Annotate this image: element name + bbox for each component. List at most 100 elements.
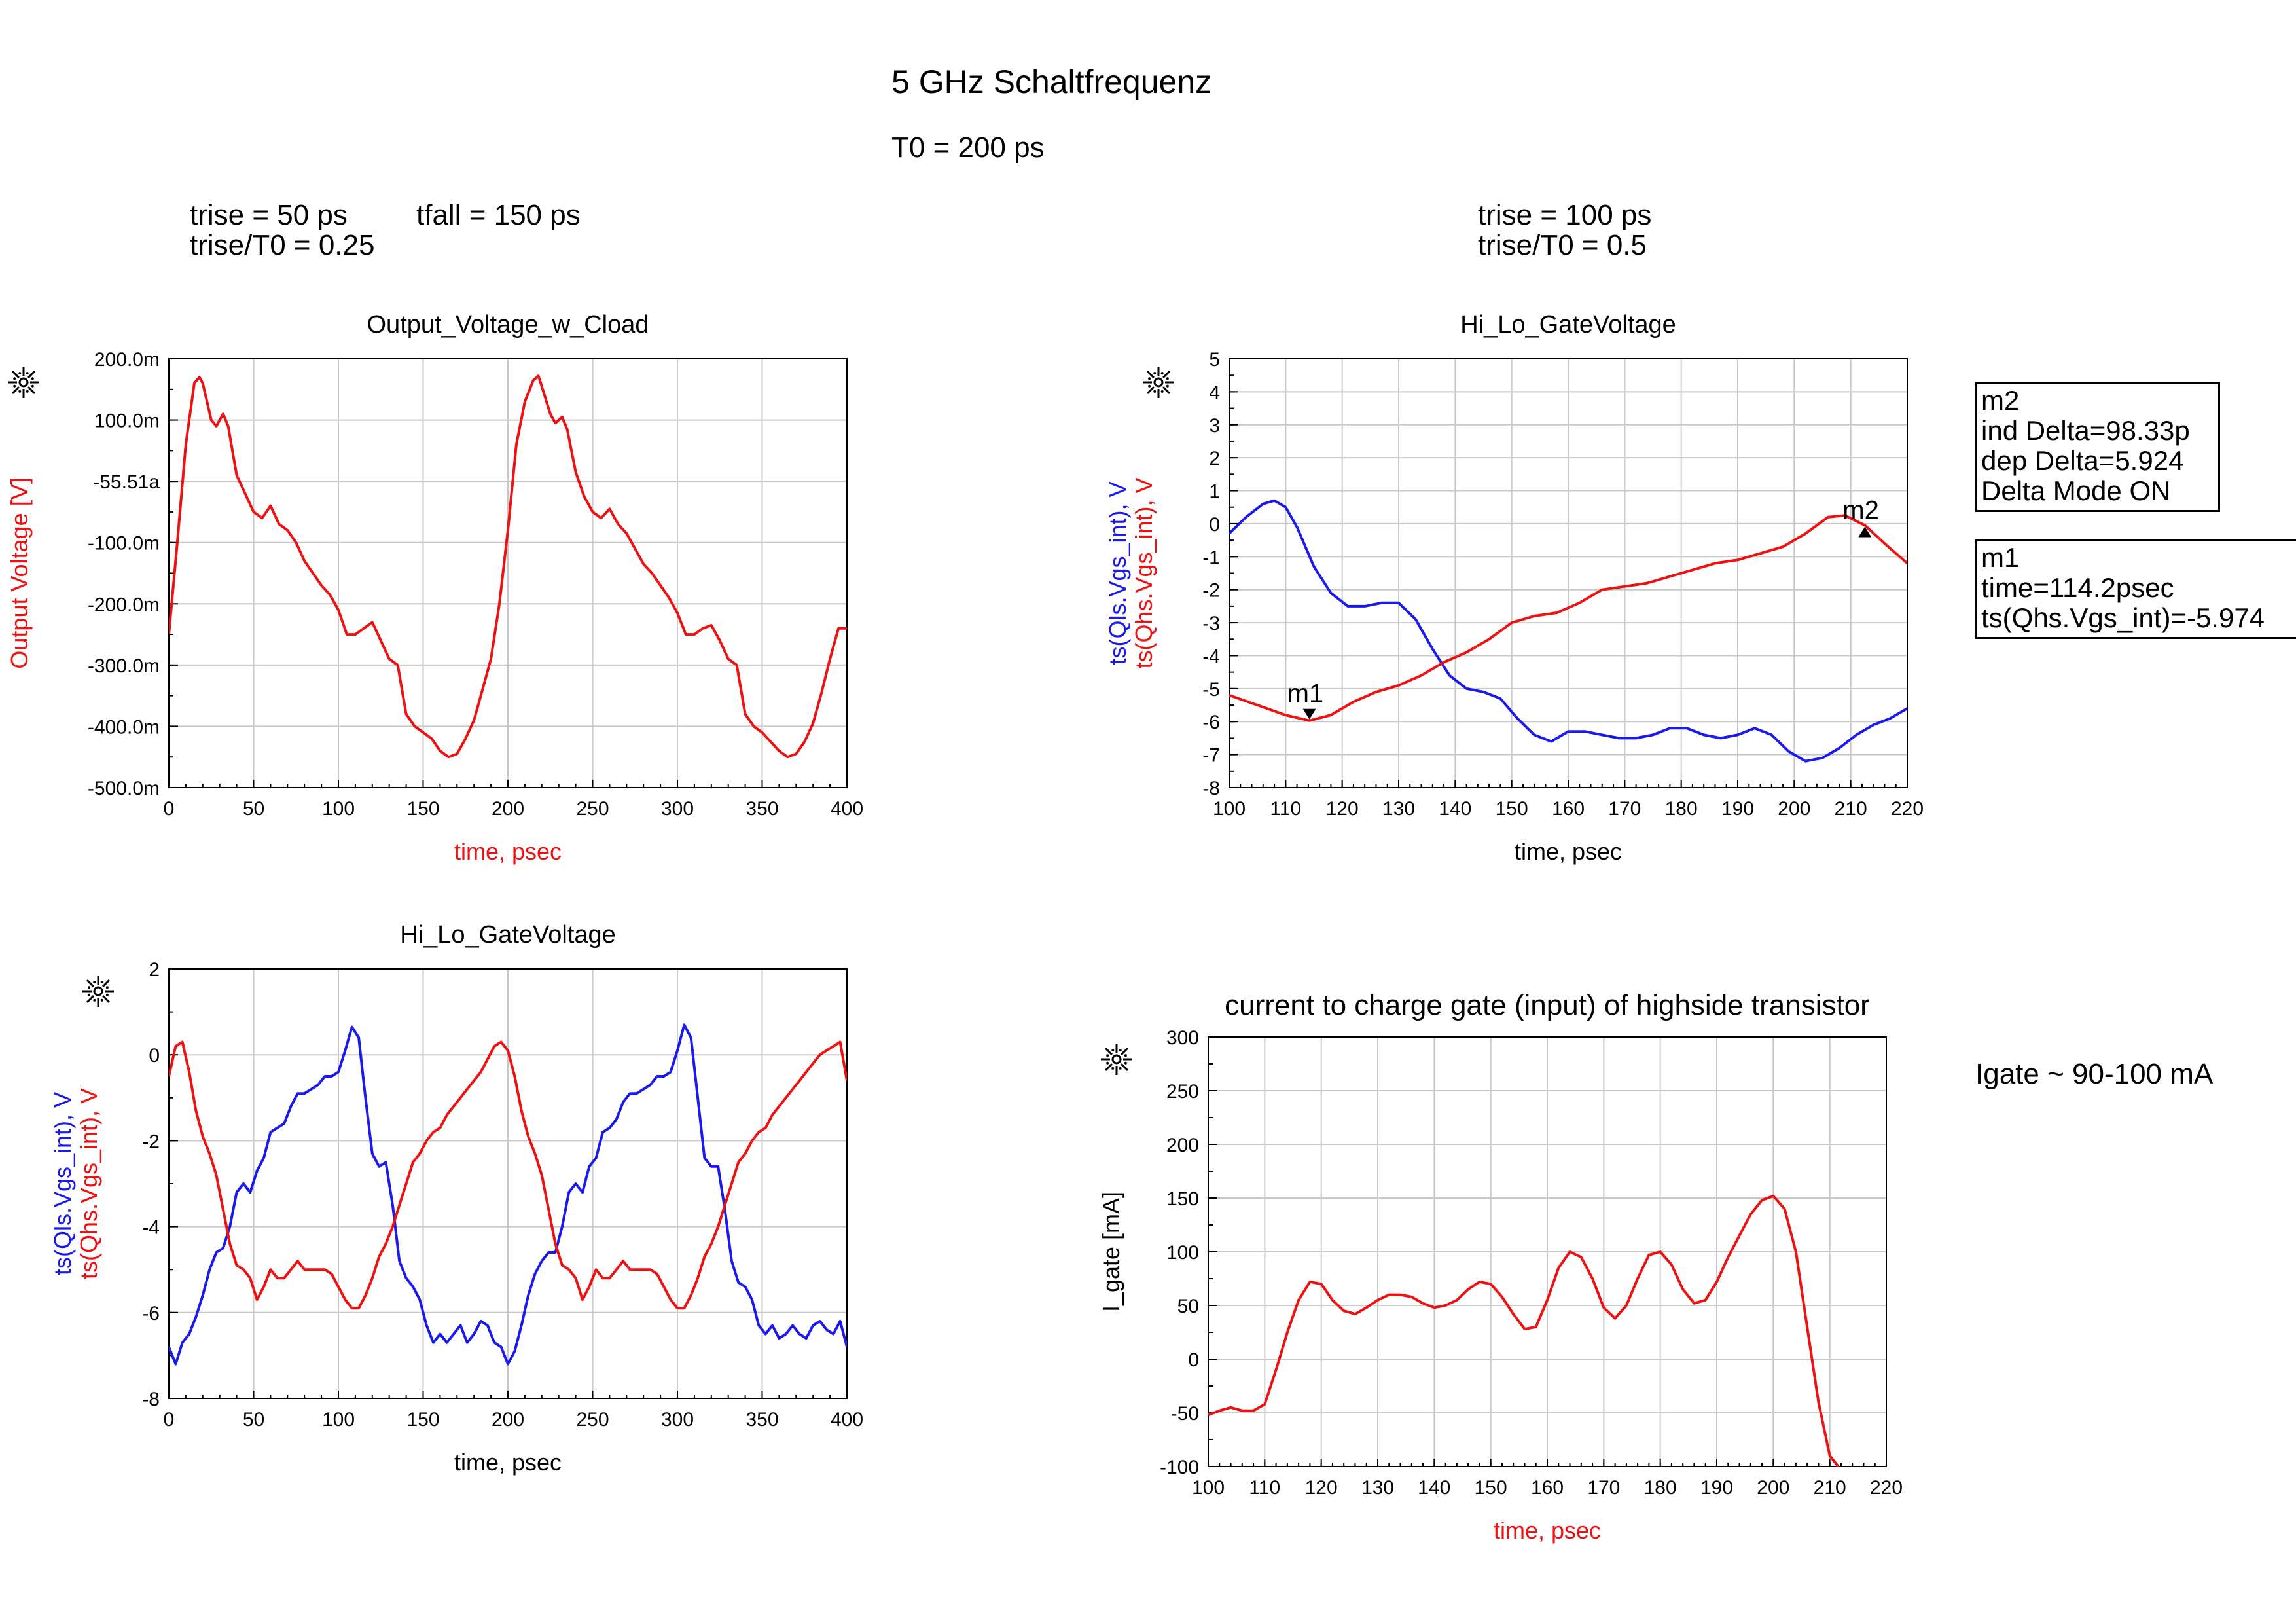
y-tick-label: 5 <box>1209 349 1220 371</box>
y-tick-label: 100.0m <box>94 410 160 432</box>
marker-m2-line: Delta Mode ON <box>1981 475 2171 506</box>
x-tick-label: 220 <box>1891 798 1924 820</box>
x-tick-label: 180 <box>1644 1477 1677 1499</box>
y-tick-label: -2 <box>142 1131 160 1152</box>
x-tick-label: 400 <box>831 1409 863 1431</box>
y-tick-label: -4 <box>142 1217 160 1239</box>
x-tick-label: 190 <box>1721 798 1754 820</box>
x-tick-label: 120 <box>1305 1477 1338 1499</box>
period-label: T0 = 200 ps <box>891 132 1045 164</box>
x-tick-label: 140 <box>1439 798 1471 820</box>
x-tick-label: 200 <box>1778 798 1810 820</box>
x-tick-label: 0 <box>164 798 175 820</box>
marker-m2-line: dep Delta=5.924 <box>1981 445 2184 476</box>
x-tick-label: 110 <box>1249 1477 1280 1499</box>
y-tick-label: -6 <box>142 1303 160 1324</box>
marker-m1-line: time=114.2psec <box>1981 572 2174 603</box>
y-tick-label: 4 <box>1209 382 1220 403</box>
x-tick-label: 140 <box>1418 1477 1450 1499</box>
x-tick-label: 160 <box>1552 798 1585 820</box>
y-axis-label-red: ts(Qhs.Vgs_int), V <box>75 1088 102 1279</box>
y-tick-label: 100 <box>1166 1242 1199 1264</box>
x-tick-label: 400 <box>831 798 863 820</box>
x-tick-label: 200 <box>492 1409 524 1431</box>
y-tick-label: -6 <box>1202 712 1220 733</box>
marker-m2-triangle <box>1858 526 1872 538</box>
y-axis-label-blue: ts(Qls.Vgs_int), V <box>1104 481 1131 665</box>
y-tick-label: -100.0m <box>88 533 160 555</box>
y-tick-label: -7 <box>1202 745 1220 767</box>
y-axis-label: ts(Qls.Vgs_int), Vts(Qhs.Vgs_int), V <box>49 1088 102 1279</box>
chart-4: current to charge gate (input) of highsi… <box>1098 989 1903 1544</box>
marker-m1-line: m1 <box>1981 542 2020 573</box>
y-tick-label: -300.0m <box>88 655 160 677</box>
y-axis-label-blue: ts(Qls.Vgs_int), V <box>49 1092 76 1275</box>
x-tick-label: 120 <box>1326 798 1359 820</box>
x-tick-label: 180 <box>1665 798 1698 820</box>
x-tick-label: 300 <box>661 1409 694 1431</box>
y-tick-label: 1 <box>1209 481 1220 503</box>
marker-m2-box: m2 ind Delta=98.33p dep Delta=5.924 Delt… <box>1975 382 2220 512</box>
x-tick-label: 250 <box>576 798 609 820</box>
y-tick-label: -200.0m <box>88 594 160 615</box>
series-line-blue <box>1229 499 1907 763</box>
y-tick-label: 0 <box>149 1045 160 1067</box>
x-axis-label: time, psec <box>1494 1517 1601 1544</box>
y-tick-label: -5 <box>1202 679 1220 701</box>
y-tick-label: -400.0m <box>88 716 160 738</box>
y-axis-label: ts(Qls.Vgs_int), Vts(Qhs.Vgs_int), V <box>1104 477 1157 668</box>
marker-icon <box>82 976 114 1007</box>
y-tick-label: -8 <box>1202 778 1220 799</box>
plot-frame <box>168 358 848 788</box>
x-tick-label: 250 <box>576 1409 609 1431</box>
y-tick-label: -1 <box>1202 547 1220 568</box>
x-tick-label: 150 <box>1475 1477 1507 1499</box>
series-line-blue <box>169 1023 847 1366</box>
x-tick-label: 0 <box>164 1409 175 1431</box>
x-tick-label: 200 <box>492 798 524 820</box>
marker-icon <box>1101 1044 1132 1075</box>
x-axis-label: time, psec <box>454 1449 562 1476</box>
x-tick-label: 100 <box>322 1409 355 1431</box>
x-tick-label: 190 <box>1700 1477 1733 1499</box>
x-tick-label: 200 <box>1757 1477 1789 1499</box>
left-tfall-label: tfall = 150 ps <box>416 199 581 231</box>
marker-icon <box>8 367 39 398</box>
y-axis-label-red: ts(Qhs.Vgs_int), V <box>1130 477 1157 668</box>
x-tick-label: 170 <box>1587 1477 1620 1499</box>
marker-m1-line: ts(Qhs.Vgs_int)=-5.974 <box>1981 602 2265 633</box>
y-tick-label: 2 <box>149 959 160 981</box>
x-tick-label: 300 <box>661 798 694 820</box>
chart-1: Output_Voltage_w_Cload 0 50 100 150 200 250 300… <box>6 311 863 865</box>
x-tick-label: 160 <box>1531 1477 1564 1499</box>
marker-m1-box: m1 time=114.2psec ts(Qhs.Vgs_int)=-5.974 <box>1975 539 2296 639</box>
x-tick-label: 150 <box>406 1409 439 1431</box>
left-trise-label: trise = 50 ps <box>190 199 348 231</box>
y-axis-label: I_gate [mA] <box>1098 1192 1124 1312</box>
y-axis-label: Output Voltage [V] <box>6 477 33 668</box>
chart-title: Hi_Lo_GateVoltage <box>400 921 616 949</box>
series-line-red <box>169 1040 847 1310</box>
marker-m2-line: ind Delta=98.33p <box>1981 415 2190 446</box>
plot-frame <box>1229 358 1908 788</box>
y-tick-label: 150 <box>1166 1188 1199 1210</box>
x-tick-label: 50 <box>243 798 264 820</box>
y-tick-label: -8 <box>142 1389 160 1410</box>
y-tick-label: 3 <box>1209 415 1220 437</box>
x-tick-label: 130 <box>1382 798 1415 820</box>
y-tick-label: -55.51a <box>93 471 160 493</box>
y-tick-label: -100 <box>1160 1457 1199 1478</box>
chart-title: Output_Voltage_w_Cload <box>367 311 649 338</box>
x-tick-label: 220 <box>1870 1477 1903 1499</box>
series-line-red <box>1208 1194 1840 1467</box>
x-axis-label: time, psec <box>454 838 562 865</box>
x-tick-label: 210 <box>1814 1477 1846 1499</box>
y-tick-label: 0 <box>1209 514 1220 536</box>
x-tick-label: 150 <box>406 798 439 820</box>
series-line-red <box>169 374 847 759</box>
chart-title: Hi_Lo_GateVoltage <box>1460 311 1676 338</box>
y-tick-label: 0 <box>1188 1349 1199 1371</box>
right-trise-label: trise = 100 ps <box>1478 199 1652 231</box>
x-tick-label: 110 <box>1270 798 1301 820</box>
